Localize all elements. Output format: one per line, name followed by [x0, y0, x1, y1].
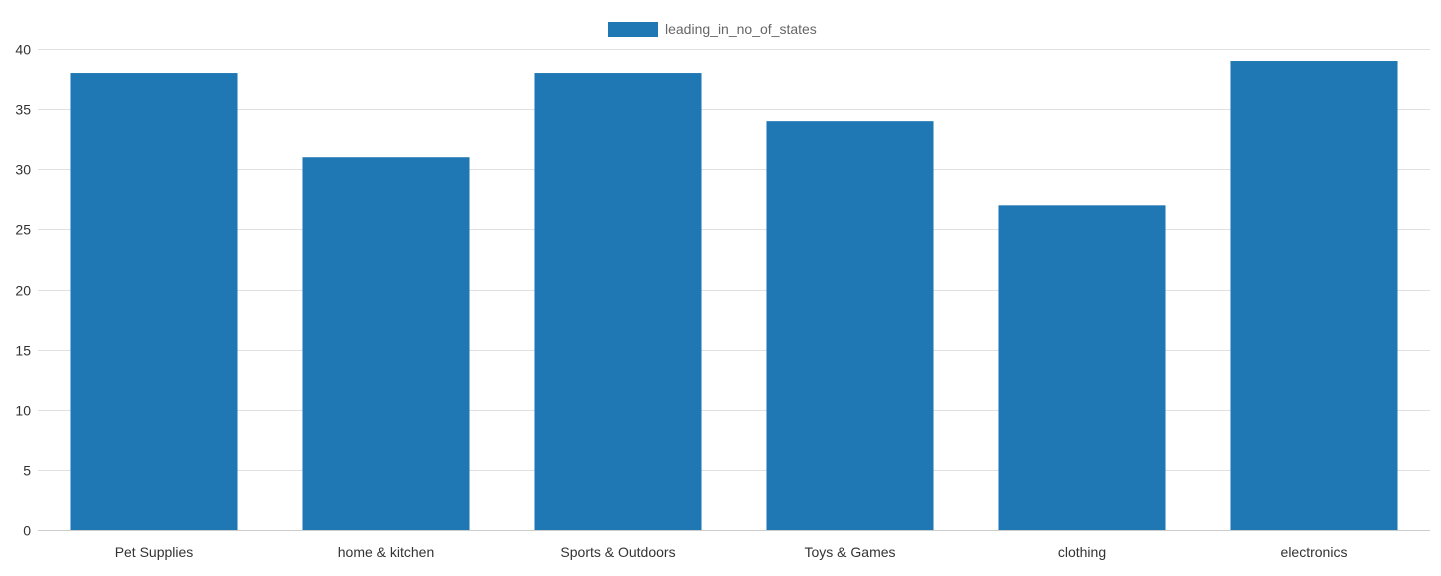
- x-tick-label: home & kitchen: [338, 544, 435, 560]
- x-tick-label: electronics: [1281, 544, 1348, 560]
- y-tick-label: 25: [15, 222, 31, 238]
- x-tick-label: Sports & Outdoors: [560, 544, 675, 560]
- y-tick-label: 0: [23, 523, 31, 539]
- y-tick-label: 20: [15, 283, 31, 299]
- bar-electronics[interactable]: [1230, 61, 1398, 530]
- bar-home-kitchen[interactable]: [302, 157, 470, 530]
- y-tick-label: 40: [15, 42, 31, 58]
- axis-layer: 0 5 10 15 20 25 30 35 40 Pet Supplies home & kitch…: [15, 42, 1430, 560]
- legend-label: leading_in_no_of_states: [665, 21, 817, 37]
- legend[interactable]: leading_in_no_of_states: [608, 21, 817, 37]
- bar-clothing[interactable]: [998, 205, 1166, 530]
- y-tick-label: 30: [15, 162, 31, 178]
- bar-layer: [70, 61, 1398, 531]
- bar-pet-supplies[interactable]: [70, 73, 238, 531]
- x-tick-label: clothing: [1058, 544, 1106, 560]
- x-tick-label: Pet Supplies: [115, 544, 194, 560]
- y-tick-label: 35: [15, 102, 31, 118]
- bar-sports-outdoors[interactable]: [534, 73, 702, 531]
- bar-toys-games[interactable]: [766, 121, 934, 531]
- grid-layer: [38, 49, 1430, 471]
- y-tick-label: 10: [15, 403, 31, 419]
- x-tick-label: Toys & Games: [804, 544, 895, 560]
- y-tick-label: 15: [15, 343, 31, 359]
- y-tick-label: 5: [23, 463, 31, 479]
- legend-swatch[interactable]: [608, 22, 658, 37]
